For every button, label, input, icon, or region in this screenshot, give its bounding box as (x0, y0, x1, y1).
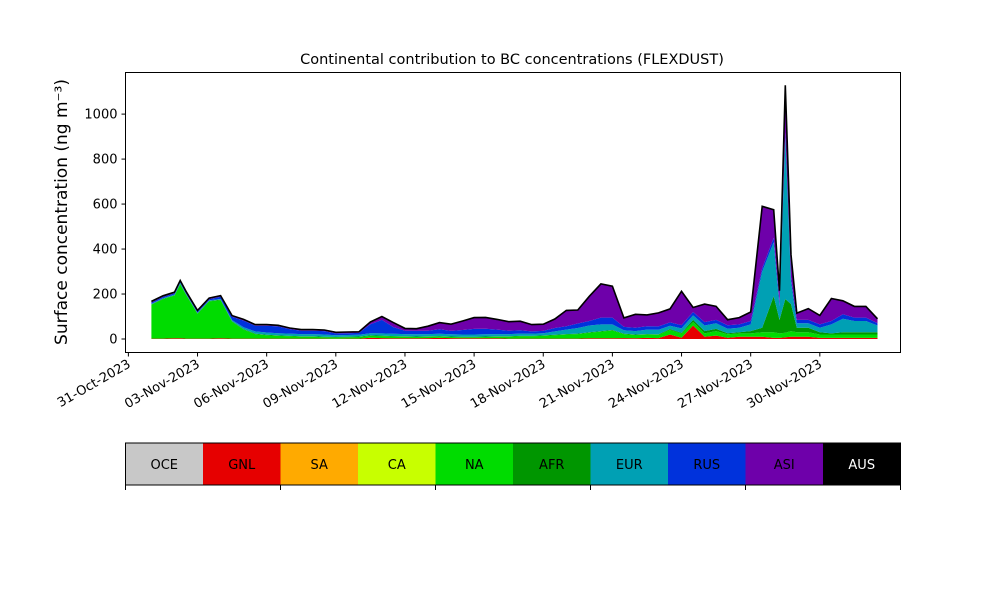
stacked-areas (151, 85, 878, 339)
legend-swatch-rus (668, 443, 746, 485)
total-line (151, 85, 879, 334)
y-tick-label: 200 (93, 288, 118, 303)
x-tick-label: 09-Nov-2023 (261, 357, 341, 412)
x-axis: 31-Oct-202303-Nov-202306-Nov-202309-Nov-… (55, 352, 825, 412)
x-tick-label: 24-Nov-2023 (606, 357, 686, 412)
x-tick-label: 21-Nov-2023 (537, 357, 617, 412)
legend-swatch-afr (513, 443, 591, 485)
legend-swatch-gnl (203, 443, 281, 485)
y-tick-label: 1000 (84, 108, 117, 123)
y-axis-label: Surface concentration (ng m⁻³) (52, 79, 72, 345)
x-tick-label: 03-Nov-2023 (122, 357, 202, 412)
legend-label-eur: EUR (616, 458, 643, 473)
legend-swatch-ca (358, 443, 436, 485)
legend-label-oce: OCE (150, 458, 178, 473)
legend-label-sa: SA (311, 458, 328, 473)
legend-label-afr: AFR (539, 458, 564, 473)
x-tick-label: 15-Nov-2023 (399, 357, 479, 412)
legend-swatch-na (435, 443, 514, 485)
x-tick-label: 12-Nov-2023 (330, 357, 410, 412)
x-tick-label: 30-Nov-2023 (745, 357, 825, 412)
legend-label-rus: RUS (693, 458, 720, 473)
area-series-afr (151, 283, 878, 338)
legend-label-asi: ASI (774, 458, 795, 473)
x-tick-label: 18-Nov-2023 (468, 357, 548, 412)
legend-label-na: NA (465, 458, 484, 473)
legend-colorbar: OCE GNL SA CA NA AFR EUR RUS ASI AUS (125, 442, 901, 490)
x-tick-label: 31-Oct-2023 (55, 357, 133, 411)
legend-swatch-asi (745, 443, 824, 485)
legend-label-aus: AUS (848, 458, 875, 473)
x-tick-label: 27-Nov-2023 (675, 357, 755, 412)
y-tick-label: 0 (109, 333, 117, 348)
x-tick-label: 06-Nov-2023 (191, 357, 271, 412)
legend-swatch-aus (823, 443, 901, 485)
y-axis: 0 200 400 600 800 1000 (84, 108, 126, 348)
plot-frame (125, 72, 901, 353)
legend-label-ca: CA (388, 458, 406, 473)
y-tick-label: 400 (93, 243, 118, 258)
chart-title: Continental contribution to BC concentra… (300, 52, 724, 68)
legend-swatch-eur (590, 443, 669, 485)
legend-frame (125, 442, 901, 486)
legend-swatch-oce (125, 443, 204, 485)
area-series-gnl (151, 325, 878, 339)
legend-label-gnl: GNL (228, 458, 256, 473)
y-tick-label: 600 (93, 198, 118, 213)
area-series-na (151, 284, 878, 339)
legend-swatch-sa (280, 443, 359, 485)
total-line-group (151, 85, 879, 334)
y-tick-label: 800 (93, 153, 118, 168)
